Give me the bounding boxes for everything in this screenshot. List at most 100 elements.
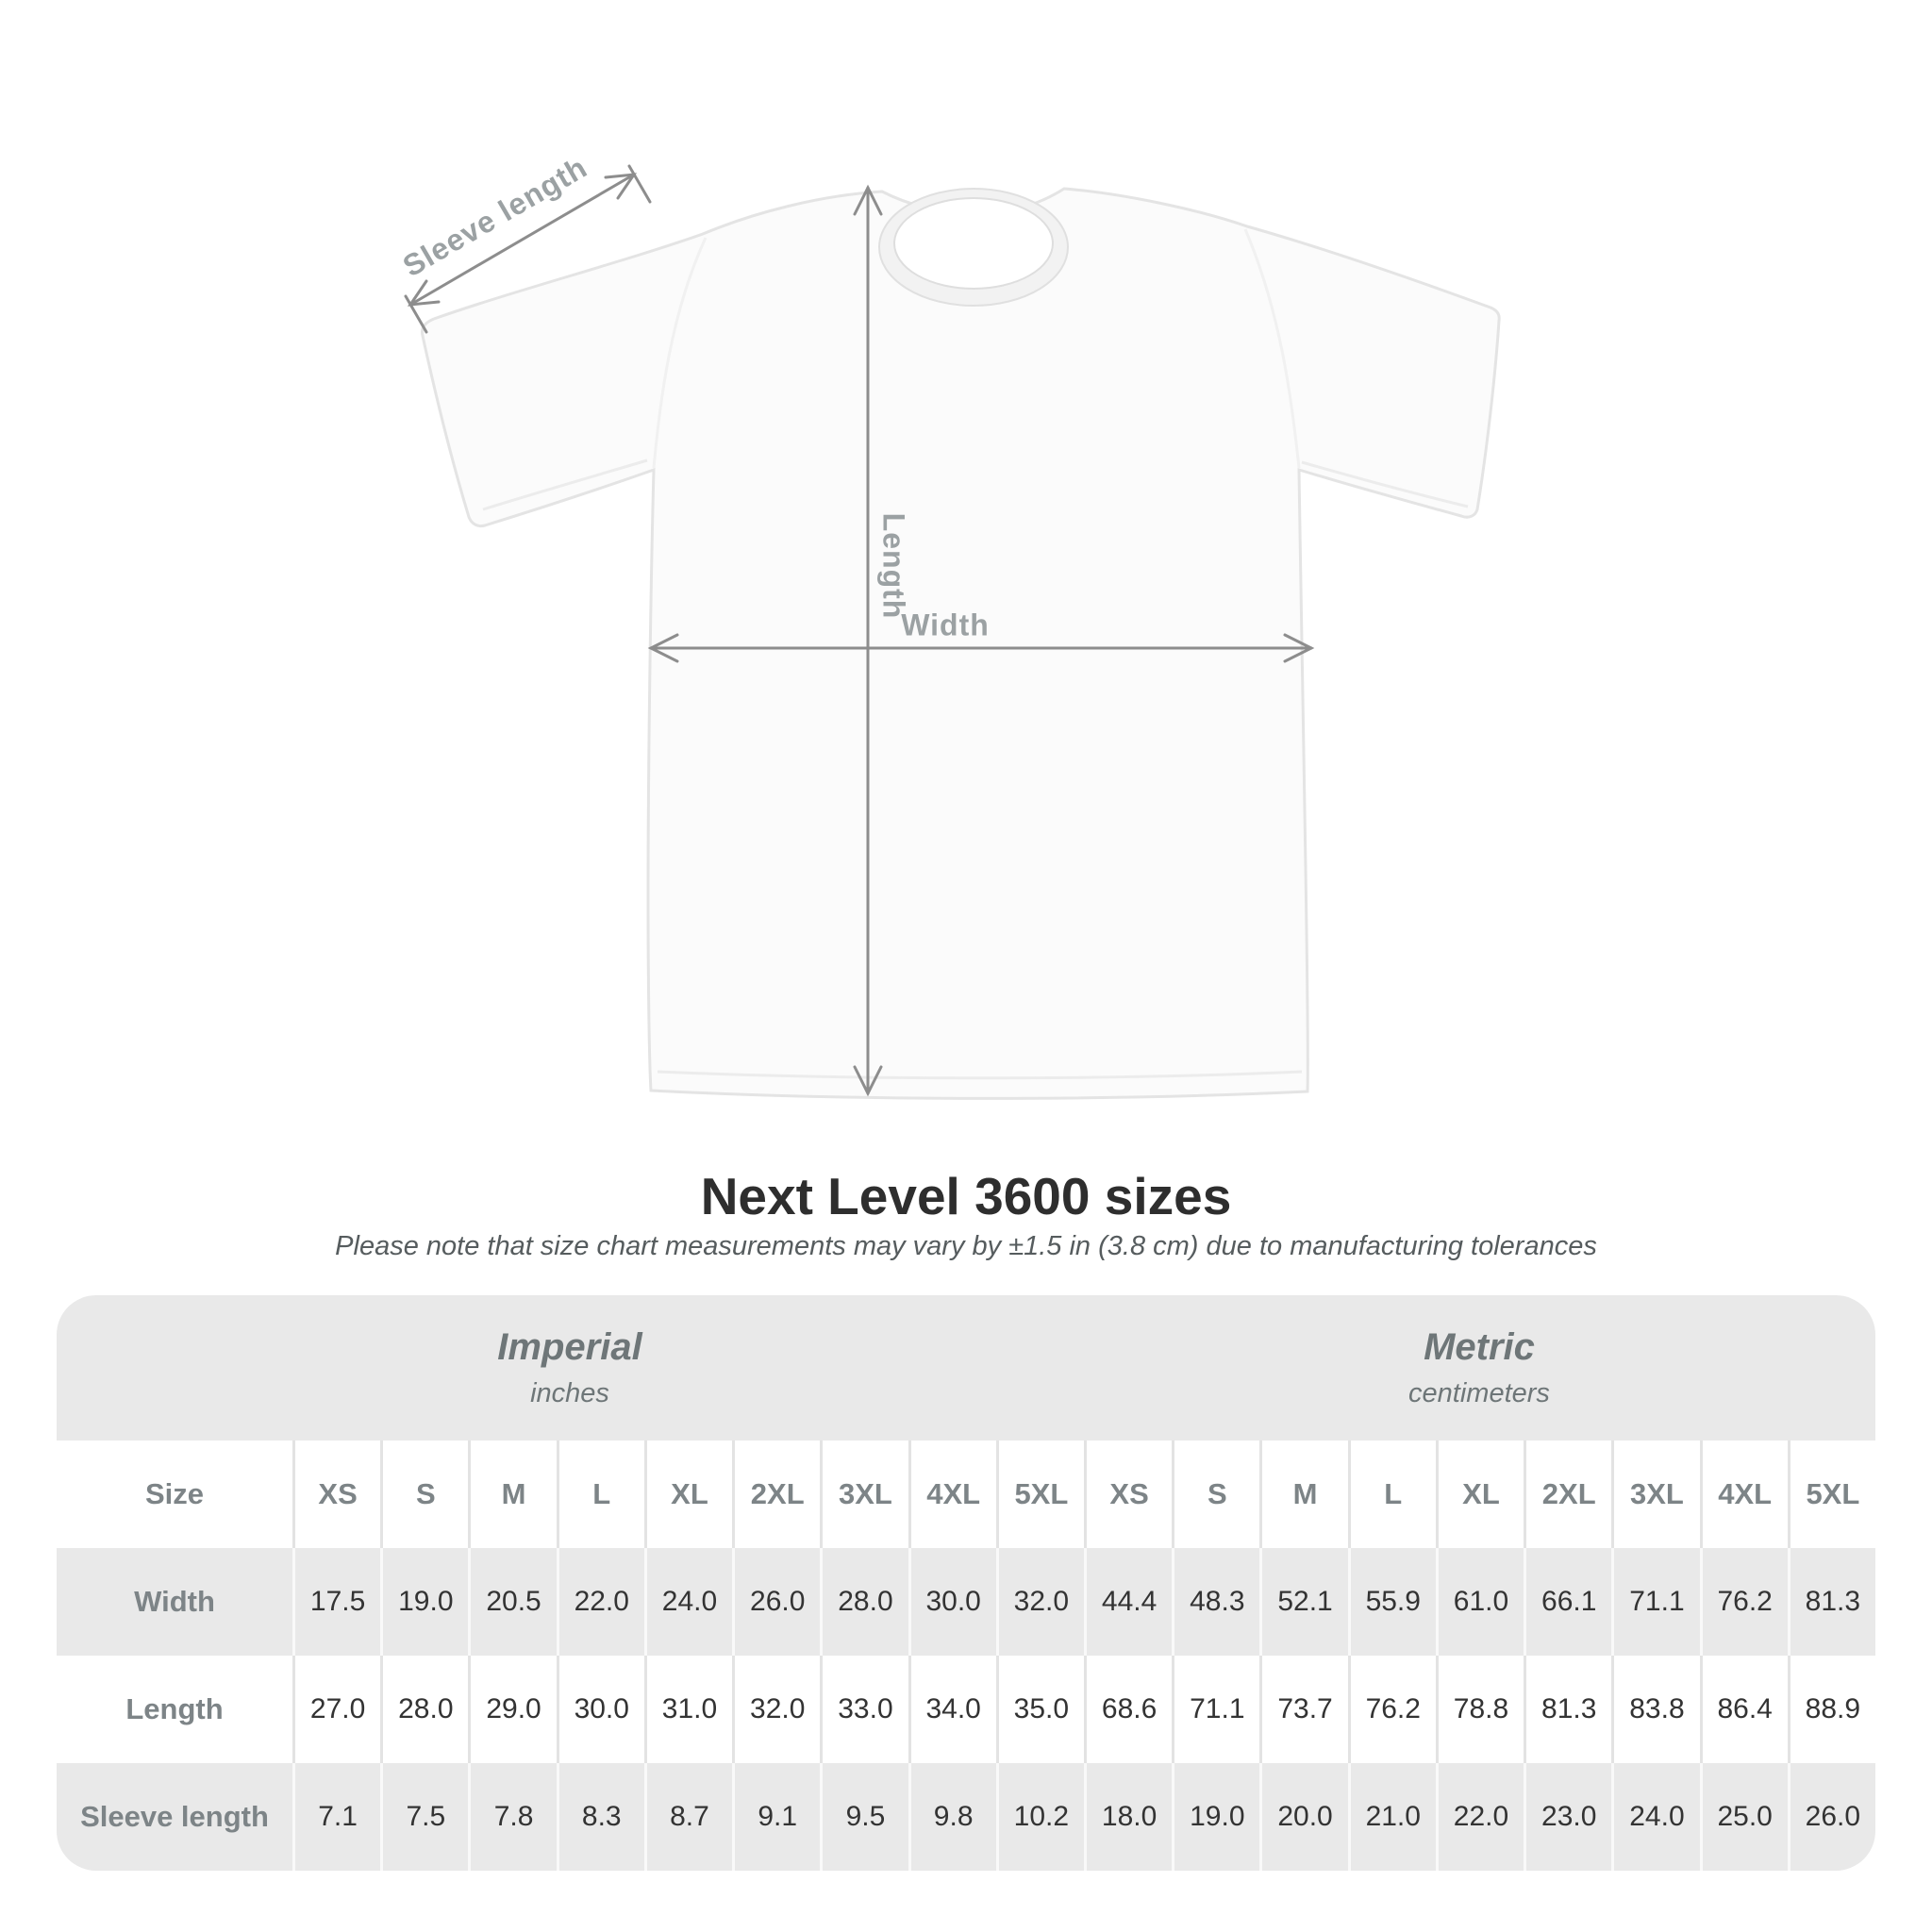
table-cell: 55.9: [1347, 1548, 1436, 1656]
table-cell: 35.0: [995, 1656, 1084, 1763]
table-cell: 19.0: [1172, 1763, 1260, 1871]
table-cell: 7.1: [292, 1763, 381, 1871]
table-cell: 25.0: [1699, 1763, 1788, 1871]
table-cell: 71.1: [1611, 1548, 1700, 1656]
size-table: Imperial inches Metric centimeters Size X…: [57, 1295, 1875, 1871]
table-cell: 18.0: [1083, 1763, 1173, 1871]
table-cell: 81.3: [1787, 1548, 1875, 1656]
table-cell: 81.3: [1524, 1656, 1612, 1763]
table-cell: 20.5: [468, 1548, 557, 1656]
column-header-imperial-5xl: 5XL: [995, 1441, 1084, 1548]
table-cell: 33.0: [820, 1656, 908, 1763]
column-header-metric-m: M: [1259, 1441, 1348, 1548]
metric-header-group: Metric centimeters: [1083, 1295, 1875, 1441]
table-cell: 7.5: [380, 1763, 469, 1871]
table-cell: 32.0: [995, 1548, 1084, 1656]
table-cell: 24.0: [1611, 1763, 1700, 1871]
column-header-imperial-l: L: [556, 1441, 644, 1548]
page-title: Next Level 3600 sizes: [700, 1167, 1232, 1225]
column-header-metric-5xl: 5XL: [1787, 1441, 1875, 1548]
width-label: Width: [901, 608, 990, 642]
table-cell: 9.1: [732, 1763, 821, 1871]
sleeve-length-arrow: [404, 164, 652, 334]
table-cell: 30.0: [556, 1656, 644, 1763]
table-cell: 9.5: [820, 1763, 908, 1871]
column-header-metric-l: L: [1347, 1441, 1436, 1548]
table-cell: 32.0: [732, 1656, 821, 1763]
table-cell: 28.0: [380, 1656, 469, 1763]
table-cell: 27.0: [292, 1656, 381, 1763]
tshirt-illustration: [404, 164, 1501, 1100]
column-header-metric-xl: XL: [1435, 1441, 1524, 1548]
length-arrow: [853, 184, 883, 1097]
table-cell: 34.0: [908, 1656, 996, 1763]
table-cell: 86.4: [1699, 1656, 1788, 1763]
table-cell: 22.0: [556, 1548, 644, 1656]
column-header-imperial-s: S: [380, 1441, 469, 1548]
table-cell: 17.5: [292, 1548, 381, 1656]
width-arrow: [647, 633, 1315, 663]
size-table-grid: Size XS S M L XL 2XL 3XL 4XL 5XL XS S M L XL 2XL 3XL 4XL 5…: [57, 1441, 1875, 1871]
metric-unit-label: centimeters: [1408, 1378, 1550, 1408]
length-label: Length: [876, 512, 911, 620]
column-header-imperial-4xl: 4XL: [908, 1441, 996, 1548]
tshirt-body-shape: [421, 187, 1501, 1100]
table-cell: 28.0: [820, 1548, 908, 1656]
table-cell: 26.0: [732, 1548, 821, 1656]
table-cell: 20.0: [1259, 1763, 1348, 1871]
column-header-imperial-m: M: [468, 1441, 557, 1548]
table-cell: 83.8: [1611, 1656, 1700, 1763]
column-header-metric-s: S: [1172, 1441, 1260, 1548]
unit-header-band: Imperial inches Metric centimeters: [57, 1295, 1875, 1441]
table-cell: 76.2: [1699, 1548, 1788, 1656]
row-label: Width: [57, 1548, 292, 1656]
table-cell: 48.3: [1172, 1548, 1260, 1656]
table-cell: 66.1: [1524, 1548, 1612, 1656]
table-cell: 31.0: [643, 1656, 733, 1763]
table-cell: 52.1: [1259, 1548, 1348, 1656]
table-cell: 22.0: [1435, 1763, 1524, 1871]
column-header-imperial-xl: XL: [643, 1441, 733, 1548]
table-cell: 24.0: [643, 1548, 733, 1656]
table-cell: 61.0: [1435, 1548, 1524, 1656]
imperial-title: Imperial: [497, 1326, 642, 1368]
table-cell: 73.7: [1259, 1656, 1348, 1763]
table-cell: 10.2: [995, 1763, 1084, 1871]
row-label: Length: [57, 1656, 292, 1763]
table-cell: 71.1: [1172, 1656, 1260, 1763]
table-cell: 78.8: [1435, 1656, 1524, 1763]
hem-seam: [657, 1070, 1303, 1080]
metric-title: Metric: [1424, 1326, 1535, 1368]
table-cell: 88.9: [1787, 1656, 1875, 1763]
imperial-header-group: Imperial inches: [57, 1295, 1083, 1441]
column-header-imperial-xs: XS: [292, 1441, 381, 1548]
column-header-imperial-2xl: 2XL: [732, 1441, 821, 1548]
column-header-metric-xs: XS: [1083, 1441, 1173, 1548]
column-header-metric-3xl: 3XL: [1611, 1441, 1700, 1548]
size-corner-header: Size: [57, 1441, 292, 1548]
right-cuff-seam: [1301, 460, 1469, 508]
left-cuff-seam: [482, 458, 648, 511]
column-header-metric-4xl: 4XL: [1699, 1441, 1788, 1548]
table-cell: 30.0: [908, 1548, 996, 1656]
right-armhole-seam: [1243, 228, 1301, 469]
table-cell: 19.0: [380, 1548, 469, 1656]
column-header-imperial-3xl: 3XL: [820, 1441, 908, 1548]
collar-opening: [893, 197, 1054, 290]
table-cell: 8.7: [643, 1763, 733, 1871]
column-header-metric-2xl: 2XL: [1524, 1441, 1612, 1548]
table-cell: 21.0: [1347, 1763, 1436, 1871]
table-cell: 8.3: [556, 1763, 644, 1871]
table-cell: 26.0: [1787, 1763, 1875, 1871]
imperial-unit-label: inches: [530, 1378, 609, 1408]
tolerance-note: Please note that size chart measurements…: [335, 1231, 1597, 1261]
table-cell: 76.2: [1347, 1656, 1436, 1763]
table-cell: 44.4: [1083, 1548, 1173, 1656]
row-label: Sleeve length: [57, 1763, 292, 1871]
table-cell: 29.0: [468, 1656, 557, 1763]
left-armhole-seam: [652, 237, 708, 469]
table-cell: 7.8: [468, 1763, 557, 1871]
table-cell: 23.0: [1524, 1763, 1612, 1871]
table-cell: 68.6: [1083, 1656, 1173, 1763]
